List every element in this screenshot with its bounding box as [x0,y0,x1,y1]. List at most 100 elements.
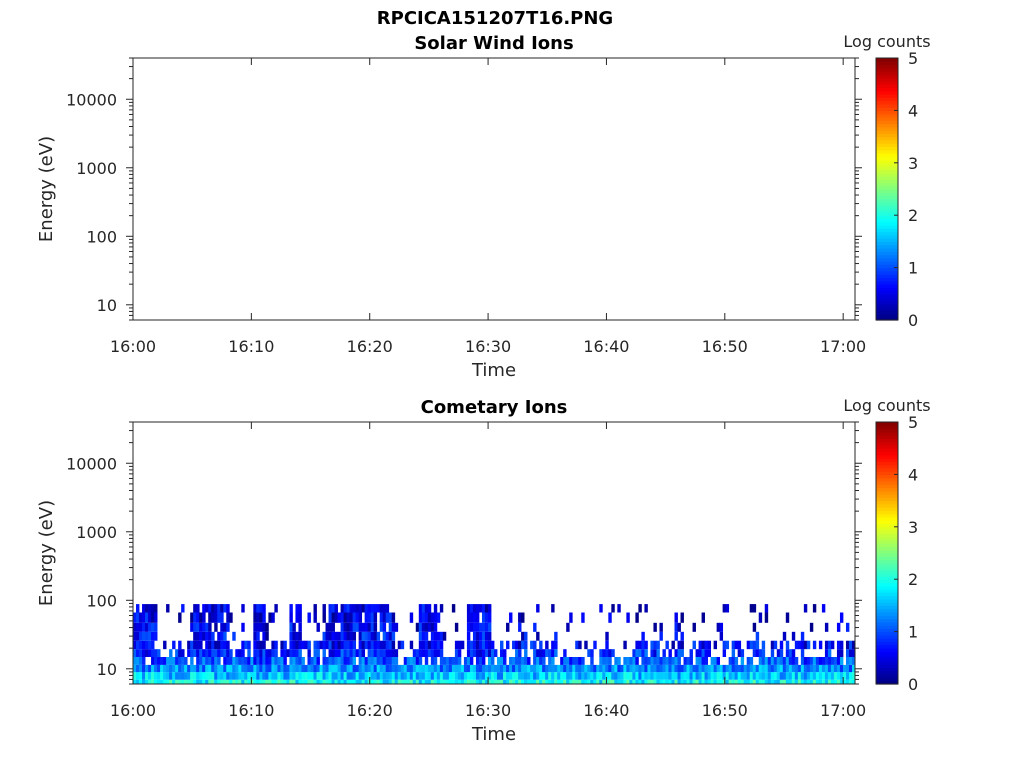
colorbar-segment [876,234,898,239]
spectrogram-cell [782,672,787,680]
spectrogram-cell [199,649,203,657]
spectrogram-cell [391,649,396,657]
spectrogram-cell [746,672,751,680]
spectrogram-cell [394,657,399,665]
spectrogram-cell [295,640,299,650]
spectrogram-cell [521,612,525,623]
spectrogram-cell [457,672,462,680]
spectrogram-cell [247,672,251,680]
spectrogram-cell [220,604,224,613]
spectrogram-cell [223,649,227,657]
spectrogram-cell [454,664,459,673]
spectrogram-cell [635,672,639,680]
spectrogram-cell [196,657,200,665]
spectrogram-cell [478,604,483,613]
spectrogram-cell [515,649,519,657]
spectrogram-cell [370,604,375,613]
spectrogram-cell [457,649,462,657]
spectrogram-cell [223,657,227,665]
colorbar-segment [876,94,898,98]
spectrogram-cell [178,657,182,665]
spectrogram-cell [686,657,690,665]
spectrogram-cell [370,657,375,665]
spectrogram-cell [593,679,597,684]
spectrogram-cell [331,679,335,684]
spectrogram-cell [193,631,197,641]
spectrogram-cell [608,672,612,680]
spectrogram-cell [313,640,317,650]
spectrogram-cell [211,672,215,680]
spectrogram-cell [728,679,733,684]
spectrogram-cell [701,679,705,684]
spectrogram-cell [608,612,612,623]
spectrogram-cell [533,657,537,665]
colorbar-segment [876,513,898,518]
spectrogram-cell [391,612,396,623]
spectrogram-cell [481,679,486,684]
spectrogram-cell [424,664,429,673]
spectrogram-cell [439,679,444,684]
spectrogram-cell [190,679,194,684]
spectrogram-cell [533,640,537,650]
spectrogram-cell [827,649,832,657]
spectrogram-cell [472,640,477,650]
spectrogram-cell [373,622,378,632]
spectrogram-cell [382,604,387,613]
spectrogram-cell [506,679,510,684]
spectrogram-cell [307,679,311,684]
spectrogram-cell [545,649,549,657]
x-tick-label: 17:00 [820,337,866,356]
spectrogram-cell [238,672,242,680]
spectrogram-cell [340,679,344,684]
spectrogram-cell [217,672,221,680]
colorbar-segment [876,461,898,466]
spectrogram-cell [710,672,715,680]
spectrogram-cell [602,664,606,673]
spectrogram-cell [133,679,137,684]
spectrogram-cell [785,649,790,657]
spectrogram-cell [349,622,354,632]
spectrogram-cell [599,657,603,665]
spectrogram-cell [259,679,263,684]
spectrogram-cell [304,640,308,650]
spectrogram-cell [379,612,384,623]
spectrogram-cell [680,649,684,657]
spectrogram-cell [454,657,459,665]
spectrogram-cell [773,664,778,673]
spectrogram-cell [355,612,360,623]
spectrogram-cell [268,649,272,657]
spectrogram-cell [145,622,149,632]
spectrogram-cell [229,657,233,665]
spectrogram-cell [178,679,182,684]
spectrogram-cell [187,664,191,673]
spectrogram-cell [698,657,702,665]
spectrogram-cell [343,649,347,657]
spectrogram-cell [761,672,766,680]
spectrogram-cell [334,679,338,684]
spectrogram-cell [824,672,829,680]
spectrogram-cell [731,649,736,657]
colorbar-segment [876,192,898,197]
spectrogram-cell [373,657,378,665]
spectrogram-cell [226,679,230,684]
spectrogram-cell [145,679,149,684]
spectrogram-cell [349,640,354,650]
spectrogram-cell [280,657,284,665]
spectrogram-cell [746,664,751,673]
spectrogram-cell [247,640,251,650]
spectrogram-cell [466,672,471,680]
spectrogram-cell [157,657,161,665]
spectrogram-cell [665,672,669,680]
colorbar-segment [876,74,898,79]
spectrogram-cell [226,649,230,657]
colorbar-segment [876,680,898,685]
spectrogram-cell [503,657,507,665]
spectrogram-cell [785,657,790,665]
spectrogram-cell [352,631,357,641]
spectrogram-cell [154,657,158,665]
spectrogram-cell [638,604,642,613]
spectrogram-cell [490,640,495,650]
spectrogram-cell [472,631,477,641]
spectrogram-cell [316,672,320,680]
